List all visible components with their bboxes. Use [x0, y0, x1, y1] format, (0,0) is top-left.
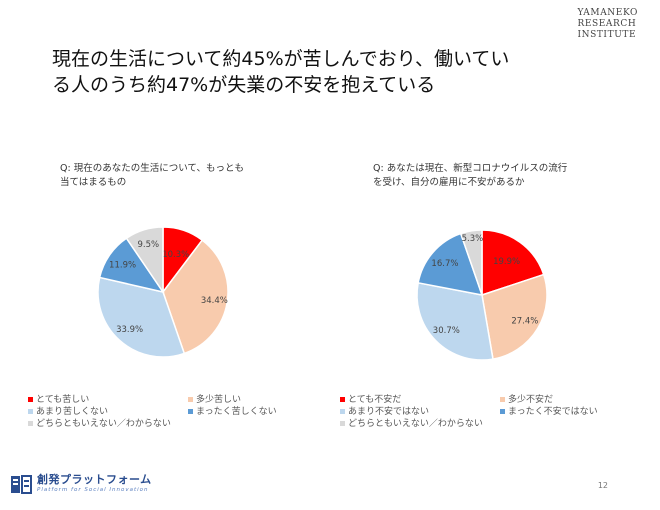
chart-1-slice-label-4: 11.9%	[109, 260, 136, 270]
chart-2-slice-1	[481, 229, 545, 297]
chart-2-legend-label: どちらともいえない／わからない	[348, 419, 483, 429]
chart-2-slice-2	[481, 273, 548, 360]
chart-2-question: Q: あなたは現在、新型コロナウイルスの流行 を受け、自分の雇用に不安があるか	[373, 162, 623, 190]
chart-1-legend-label: どちらともいえない／わからない	[36, 419, 171, 429]
chart-1-legend-swatch	[188, 397, 193, 402]
chart-2-legend-item: まったく不安ではない	[500, 404, 598, 417]
chart-2-legend-swatch	[340, 409, 345, 414]
sohatsu-platform-logo: 創発プラットフォーム Platform for Social Innovatio…	[10, 473, 152, 495]
logo-line: YAMANEKO	[577, 8, 638, 18]
title-line-2: る人のうち約47%が失業の不安を抱えている	[52, 74, 436, 96]
chart-2-legend-label: まったく不安ではない	[508, 407, 598, 417]
chart-1-legend-swatch	[28, 397, 33, 402]
logo-line: RESEARCH	[577, 19, 637, 29]
chart-2-slice-label-1: 19.9%	[493, 257, 520, 267]
chart-1-legend-swatch	[28, 409, 33, 414]
chart-2-slice-5	[459, 229, 483, 296]
platform-name: 創発プラットフォーム	[37, 473, 152, 486]
chart-2-legend-label: あまり不安ではない	[348, 407, 430, 417]
chart-1-legend-label: とても苦しい	[36, 395, 90, 405]
chart-1-legend-label: あまり苦しくない	[36, 407, 109, 417]
yamaneko-research-logo: YAMANEKO RESEARCH INSTITUTE	[577, 8, 638, 41]
chart-1-legend-swatch	[188, 409, 193, 414]
chart-2-legend-label: とても不安だ	[348, 395, 402, 405]
chart-2-slice-label-2: 27.4%	[511, 317, 538, 327]
chart-2-legend-item: 多少不安だ	[500, 392, 553, 405]
chart-1-question-line: 当てはまるもの	[60, 177, 127, 188]
chart-1-slice-label-3: 33.9%	[116, 325, 143, 335]
platform-tagline: Platform for Social Innovation	[37, 487, 149, 493]
chart-1-slice-3	[97, 276, 186, 358]
chart-2-slice-label-4: 16.7%	[431, 259, 458, 269]
chart-1-legend-swatch	[28, 421, 33, 426]
chart-2-legend-item: どちらともいえない／わからない	[340, 416, 483, 429]
chart-1-legend: とても苦しい 多少苦しいあまり苦しくない まったく苦しくないどちらともいえない／わか…	[28, 392, 318, 442]
chart-1-legend-item: 多少苦しい	[188, 392, 241, 405]
chart-2-legend-swatch	[500, 409, 505, 414]
chart-2-legend-item: あまり不安ではない	[340, 404, 429, 417]
chart-1-slice-label-5: 9.5%	[137, 240, 159, 250]
chart-1-legend-item: まったく苦しくない	[188, 404, 277, 417]
chart-2-question-line: を受け、自分の雇用に不安があるか	[373, 177, 525, 188]
chart-2-legend-swatch	[340, 397, 345, 402]
chart-1-slice-5	[125, 226, 164, 295]
chart-1-slice-label-2: 34.4%	[201, 296, 228, 306]
chart-1-slice-label-1: 10.3%	[162, 250, 189, 260]
chart-2-slice-label-3: 30.7%	[433, 326, 460, 336]
chart-2-legend-item: とても不安だ	[340, 392, 401, 405]
chart-2-question-line: Q: あなたは現在、新型コロナウイルスの流行	[373, 163, 568, 174]
logo-line: INSTITUTE	[577, 30, 637, 40]
page-number: 12	[597, 481, 608, 490]
chart-2-slice-3	[416, 281, 494, 361]
chart-2-slice-label-5: 5.3%	[462, 234, 484, 244]
chart-2-legend-swatch	[500, 397, 505, 402]
chart-1-question: Q: 現在のあなたの生活について、もっとも 当てはまるもの	[60, 162, 300, 190]
title-line-1: 現在の生活について約45%が苦しんでおり、働いてい	[52, 48, 510, 70]
chart-1-slice-2	[162, 239, 229, 355]
chart-2-legend: とても不安だ 多少不安だあまり不安ではない まったく不安ではないどちらともいえない／…	[340, 392, 630, 442]
chart-1-legend-item: とても苦しい	[28, 392, 89, 405]
chart-1-question-line: Q: 現在のあなたの生活について、もっとも	[60, 163, 244, 174]
chart-1-legend-item: あまり苦しくない	[28, 404, 108, 417]
chart-1-legend-item: どちらともいえない／わからない	[28, 416, 171, 429]
chart-2-legend-label: 多少不安だ	[508, 395, 554, 405]
page-title: 現在の生活について約45%が苦しんでおり、働いてい る人のうち約47%が失業の不…	[52, 46, 612, 98]
chart-1-legend-label: 多少苦しい	[196, 395, 242, 405]
chart-2-legend-swatch	[340, 421, 345, 426]
platform-logo-icon	[10, 473, 32, 495]
chart-1-legend-label: まったく苦しくない	[196, 407, 277, 417]
